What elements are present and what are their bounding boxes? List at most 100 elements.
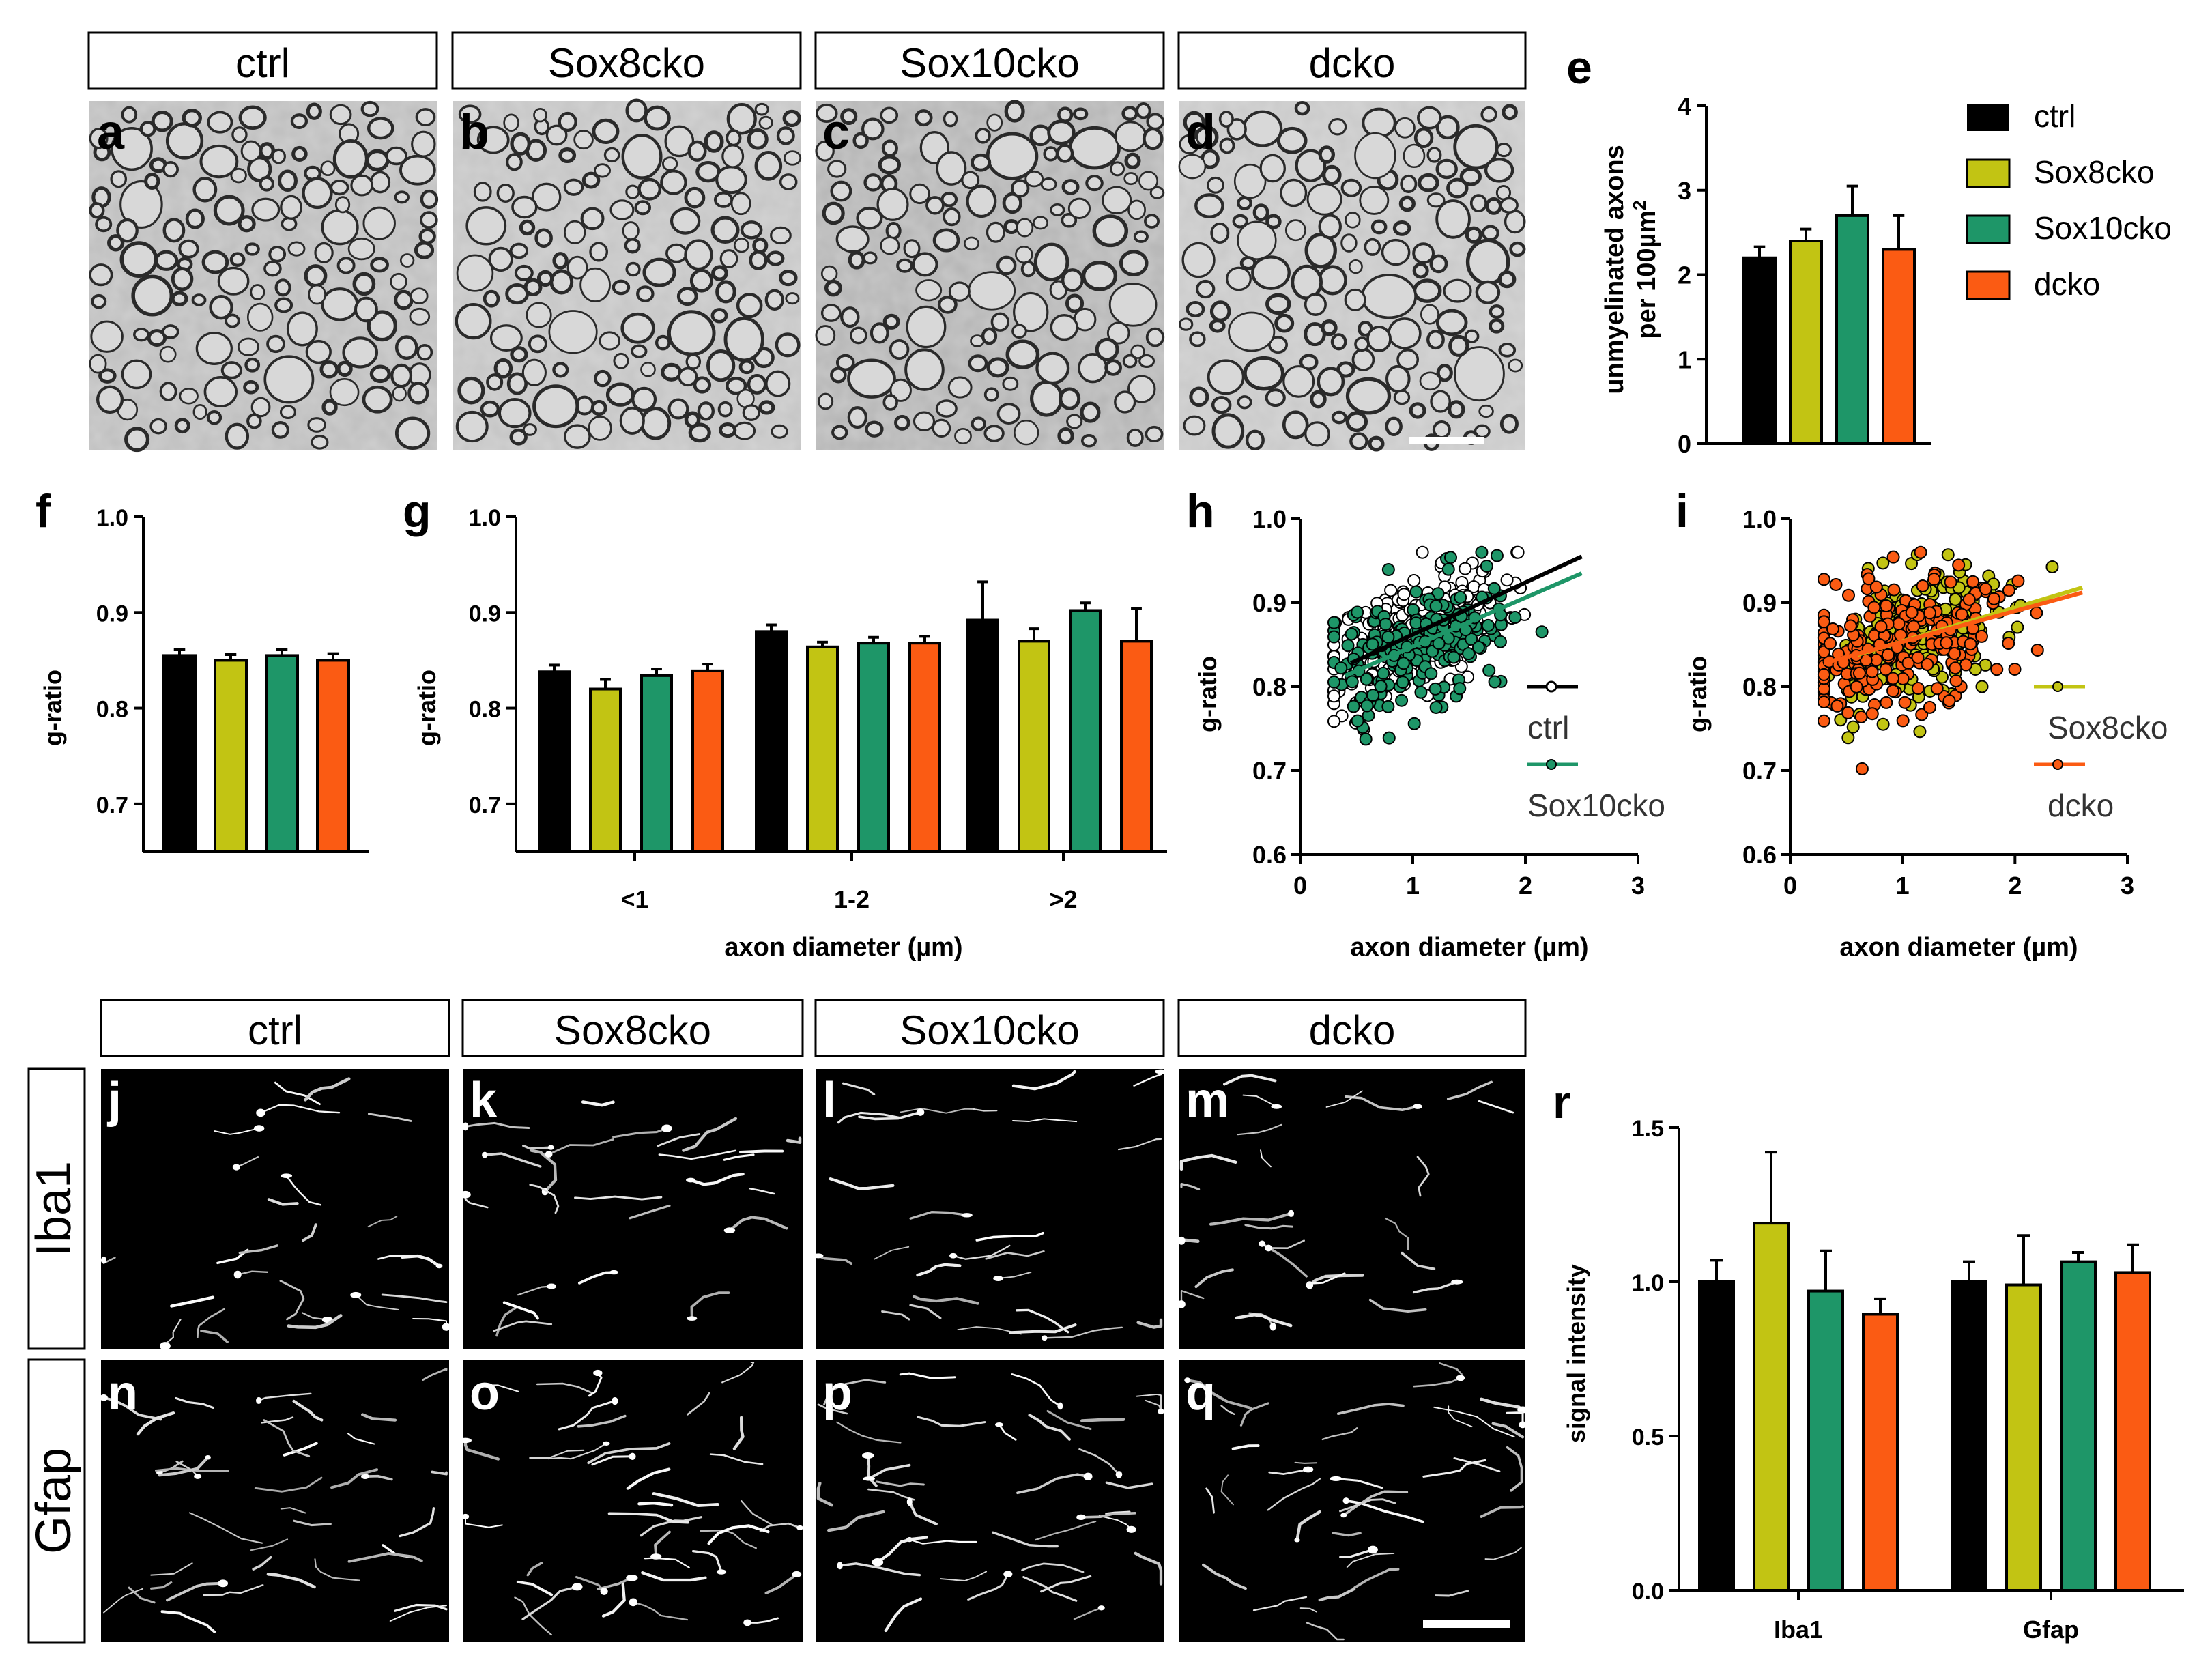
- axon-profile: [213, 195, 245, 226]
- bar-ctrl: [538, 670, 571, 854]
- axon-profile: [968, 354, 988, 373]
- point-Sox10cko: [1432, 637, 1446, 650]
- axon-profile: [1419, 371, 1441, 391]
- y-tick-label: 1: [1678, 345, 1691, 373]
- axon-profile: [1340, 233, 1358, 253]
- point-Sox10cko: [1453, 682, 1467, 696]
- axon-profile: [238, 105, 267, 130]
- cell-process: [1346, 1552, 1395, 1568]
- point-dcko: [1817, 573, 1830, 586]
- cell-process: [529, 1449, 585, 1459]
- axon-profile: [684, 186, 706, 209]
- point-dcko: [1949, 661, 1962, 675]
- axon-profile: [306, 102, 322, 120]
- axon-profile: [986, 113, 1003, 132]
- axon-profile: [95, 216, 113, 233]
- point-dcko: [1841, 588, 1855, 602]
- axon-profile: [263, 260, 282, 277]
- axon-profile: [713, 191, 734, 208]
- axon-profile: [416, 344, 433, 361]
- axon-profile: [131, 274, 174, 317]
- point-Sox10cko: [1345, 675, 1359, 689]
- cell-body: [1126, 1525, 1136, 1533]
- cell-body: [1413, 1104, 1422, 1109]
- cell-process: [908, 1500, 938, 1525]
- cell-process: [1035, 1521, 1097, 1541]
- axon-profile: [1057, 427, 1074, 445]
- axon-profile: [394, 190, 410, 204]
- cell-body: [361, 1474, 370, 1479]
- cell-process: [1484, 1547, 1522, 1560]
- axon-profile: [548, 310, 598, 354]
- axon-profile: [848, 250, 865, 270]
- cell-body: [687, 1316, 698, 1321]
- axon-profile: [730, 192, 751, 216]
- axon-profile: [640, 362, 656, 377]
- point-Sox8cko: [1876, 556, 1890, 570]
- cell-process: [691, 1549, 723, 1573]
- axon-profile: [244, 242, 260, 256]
- cell-process: [1267, 1478, 1321, 1511]
- cell-process: [1446, 1080, 1493, 1100]
- cell-process: [1016, 1308, 1069, 1334]
- axon-profile: [594, 369, 612, 388]
- point-dcko: [1898, 696, 1912, 709]
- axon-profile: [274, 297, 293, 313]
- cell-process: [522, 1144, 552, 1150]
- cell-body: [1259, 1240, 1266, 1247]
- cell-process: [274, 1081, 321, 1106]
- axon-profile: [304, 264, 328, 288]
- cell-process: [1491, 1422, 1525, 1439]
- point-Sox10cko: [1480, 559, 1493, 573]
- axon-profile: [719, 249, 738, 268]
- if-panel-q: q: [1179, 1360, 1528, 1642]
- chart-g-xlabel: axon diameter (µm): [724, 933, 962, 962]
- cell-process: [1342, 1490, 1409, 1517]
- if-panel-j: j: [100, 1069, 451, 1350]
- header-dcko: dcko: [1309, 1007, 1396, 1053]
- axon-profile: [370, 257, 389, 273]
- cell-process: [626, 1467, 671, 1490]
- point-dcko: [1964, 637, 1977, 651]
- chart-i: 0.6 0.7 0.8 0.9 1.0 0 1 2 3 g-ratio axon diamete…: [1684, 505, 2168, 962]
- axon-profile: [1065, 293, 1085, 313]
- axon-profile: [964, 236, 979, 251]
- axon-profile: [1066, 414, 1083, 429]
- axon-profile: [1080, 401, 1101, 423]
- y-tick-label: 1.0: [1252, 505, 1287, 533]
- x-tick-label: 3: [1631, 872, 1645, 900]
- cell-body: [194, 1474, 202, 1479]
- axon-profile: [1138, 171, 1159, 191]
- point-Sox10cko: [1407, 717, 1421, 730]
- axon-profile: [721, 144, 745, 169]
- axon-profile: [124, 427, 150, 453]
- header-ctrl: ctrl: [248, 1007, 302, 1053]
- point-Sox10cko: [1396, 657, 1410, 670]
- axon-profile: [966, 184, 997, 218]
- cell-body: [100, 1256, 107, 1264]
- cell-process: [1080, 1512, 1136, 1519]
- axon-profile: [1126, 428, 1144, 447]
- cell-process: [1239, 1402, 1269, 1427]
- cell-process: [1321, 1427, 1358, 1441]
- cell-body: [906, 1497, 913, 1506]
- cell-process: [654, 1530, 671, 1558]
- cell-process: [1105, 1481, 1153, 1489]
- chart-h-points: [1327, 545, 1583, 746]
- axon-profile: [399, 154, 436, 186]
- y-tick-label: 0.8: [1252, 673, 1287, 701]
- cell-process: [463, 1439, 500, 1461]
- axon-profile: [754, 151, 783, 181]
- point-Sox8cko: [1975, 680, 1989, 693]
- point-Sox10cko: [1441, 562, 1455, 576]
- point-dcko: [1886, 550, 1900, 564]
- axon-profile: [779, 173, 798, 190]
- axon-profile: [1011, 179, 1030, 198]
- panel-letter-j: j: [106, 1073, 121, 1128]
- point-Sox8cko: [1913, 725, 1927, 739]
- axon-profile: [271, 421, 289, 439]
- axon-profile: [754, 102, 769, 116]
- bar-Sox10cko: [1807, 1289, 1844, 1592]
- axon-profile: [1144, 214, 1160, 229]
- axon-profile: [983, 387, 999, 402]
